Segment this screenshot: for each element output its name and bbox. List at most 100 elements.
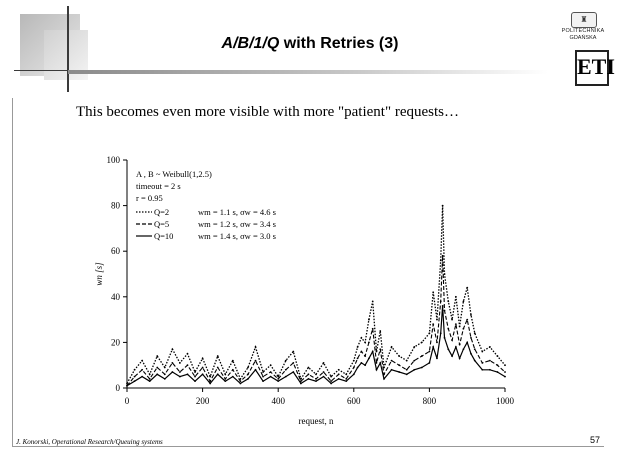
series-3-point-59	[488, 368, 491, 371]
series-1-point-48	[441, 204, 444, 207]
series-2-point-26	[322, 371, 325, 373]
series-2-point-24	[307, 373, 310, 376]
title-text: with Retries (3)	[279, 35, 399, 52]
series-3-point-23	[299, 382, 302, 385]
series-2-point-23	[299, 380, 302, 383]
series-3-point-58	[481, 368, 484, 371]
series-3-point-9	[194, 380, 196, 383]
series-3-point-46	[436, 357, 438, 360]
x-tick-label-400: 400	[271, 396, 285, 406]
series-1-point-26	[322, 362, 325, 364]
series-1-point-37	[379, 330, 382, 332]
series-3-point-31	[356, 366, 359, 369]
series-1-point-4	[156, 355, 159, 357]
series-3-point-25	[315, 380, 317, 383]
series-2-point-18	[262, 375, 264, 378]
series-3-point-40	[398, 371, 401, 373]
series-1-point-3	[148, 373, 151, 376]
slide-title: A/B/1/Q with Retries (3)	[130, 35, 490, 53]
series-3-point-56	[470, 352, 472, 355]
university-logo: ♜ POLITECHNIKA GDAŃSKA ETI	[553, 12, 615, 86]
y-axis-label: wn [s]	[94, 262, 104, 286]
series-line-3	[126, 305, 506, 387]
series-2-point-21	[284, 368, 287, 371]
series-2-point-12	[216, 366, 219, 369]
series-3-point-12	[216, 373, 219, 376]
title-underline	[68, 70, 548, 74]
series-3-point-43	[420, 366, 423, 369]
series-2-point-33	[364, 355, 367, 357]
series-1-point-47	[439, 259, 442, 262]
series-2-point-48	[441, 254, 444, 257]
series-2-point-53	[458, 343, 461, 346]
series-1-point-15	[239, 377, 242, 380]
series-2-point-11	[209, 380, 212, 383]
series-1-point-10	[201, 357, 204, 360]
series-1-point-45	[432, 291, 435, 294]
x-ticks: 0 200 400 600 800 1000	[125, 388, 515, 406]
legend: Q=2 wm = 1.1 s, σw = 4.6 s Q=5 wm = 1.2 s, …	[136, 207, 276, 241]
series-3-point-57	[473, 359, 476, 362]
series-1-point-19	[269, 364, 272, 367]
logo-line1: POLITECHNIKA	[561, 28, 605, 34]
series-3-point-38	[383, 377, 385, 380]
series-3-point-4	[156, 373, 159, 376]
series-3-point-6	[171, 371, 174, 373]
series-2-point-32	[360, 350, 363, 353]
logo-mark: ETI	[575, 50, 615, 86]
series-2-point-3	[148, 377, 151, 380]
series-3-point-60	[496, 371, 499, 373]
series-3-point-16	[247, 377, 249, 380]
series-2-point-7	[179, 371, 181, 373]
series-3-point-44	[428, 362, 431, 364]
series-3-point-55	[466, 341, 469, 344]
series-2-point-22	[292, 362, 295, 364]
series-2-point-50	[447, 327, 450, 330]
series-2-point-58	[481, 362, 484, 364]
series-1-point-41	[405, 359, 408, 362]
y-axis: 0 20 40 60 80 100	[107, 155, 128, 393]
y-tick-label-20: 20	[111, 337, 121, 347]
series-1-point-57	[473, 332, 476, 335]
series-2-point-47	[439, 300, 442, 303]
series-1-point-6	[171, 348, 174, 351]
series-1-point-33	[364, 341, 367, 344]
series-3-point-54	[462, 348, 465, 351]
series-1-point-49	[443, 273, 446, 275]
series-1-point-59	[488, 346, 491, 348]
series-2-point-36	[375, 362, 378, 364]
x-tick-label-1000: 1000	[496, 396, 515, 406]
series-3-point-35	[371, 350, 374, 353]
series-3-point-50	[447, 348, 450, 351]
y-tick-label-80: 80	[111, 201, 121, 211]
series-1-point-46	[436, 318, 438, 321]
series-1-point-58	[481, 350, 484, 353]
series-3-point-51	[451, 355, 453, 357]
series-1-point-29	[345, 373, 348, 376]
series-3-point-45	[432, 346, 435, 348]
series-1-point-17	[254, 346, 257, 348]
series-1-point-54	[462, 300, 465, 303]
series-3-point-15	[239, 382, 242, 385]
series-3-point-8	[186, 373, 189, 376]
legend-stat-1: wm = 1.1 s, σw = 4.6 s	[198, 207, 276, 217]
series-3-point-2	[141, 375, 144, 378]
series-1-point-12	[216, 355, 219, 357]
series-2-point-2	[141, 368, 144, 371]
series-3-point-37	[379, 362, 382, 364]
series-1-point-27	[330, 375, 333, 378]
series-2-point-39	[390, 359, 393, 362]
series-1-point-50	[447, 300, 450, 303]
series-1-point-43	[420, 341, 423, 344]
series-1-point-1	[133, 368, 136, 371]
x-tick-label-600: 600	[347, 396, 361, 406]
series-3-point-19	[269, 375, 272, 378]
series-3-point-20	[277, 380, 280, 383]
series-1-point-30	[352, 359, 355, 362]
x-tick-label-800: 800	[423, 396, 437, 406]
series-2-point-44	[428, 350, 431, 353]
series-3-point-49	[443, 336, 446, 339]
series-2-point-19	[269, 371, 272, 373]
series-2-point-9	[194, 375, 196, 378]
series-3-point-18	[262, 380, 264, 383]
